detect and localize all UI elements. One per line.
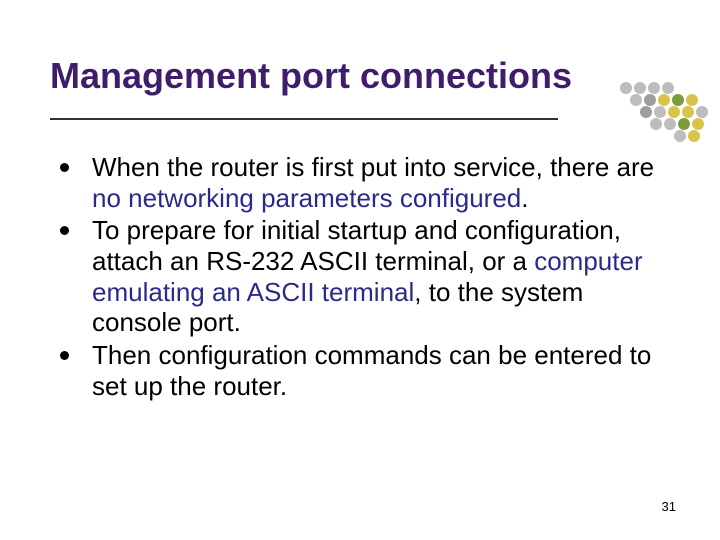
deco-dot [674, 130, 686, 142]
slide: Management port connections When the rou… [0, 0, 720, 540]
deco-dot [682, 106, 694, 118]
deco-dot [688, 130, 700, 142]
bullet-item: When the router is first put into servic… [56, 152, 660, 213]
deco-dot [672, 94, 684, 106]
title-underline [50, 118, 558, 120]
bullet-text-pre: When the router is first put into servic… [92, 152, 654, 182]
deco-dot [662, 82, 674, 94]
corner-decoration [610, 54, 700, 132]
slide-body: When the router is first put into servic… [50, 152, 670, 401]
deco-dot [630, 94, 642, 106]
deco-dot [648, 82, 660, 94]
bullet-item: Then configuration commands can be enter… [56, 340, 660, 401]
bullet-text-pre: Then configuration commands can be enter… [92, 340, 651, 401]
deco-dot [692, 118, 704, 130]
bullet-text-post: . [521, 183, 528, 213]
deco-dot [620, 82, 632, 94]
slide-title: Management port connections [50, 55, 670, 97]
deco-dot [678, 118, 690, 130]
deco-dot [650, 118, 662, 130]
deco-dot [696, 106, 708, 118]
bullet-list: When the router is first put into servic… [56, 152, 660, 401]
deco-dot [664, 118, 676, 130]
deco-dot [686, 94, 698, 106]
page-number: 31 [662, 499, 676, 514]
deco-dot [658, 94, 670, 106]
deco-dot [640, 106, 652, 118]
deco-dot [634, 82, 646, 94]
deco-dot [654, 106, 666, 118]
deco-dot [644, 94, 656, 106]
deco-dot [668, 106, 680, 118]
bullet-item: To prepare for initial startup and confi… [56, 215, 660, 338]
bullet-text-emph: no networking parameters configured [92, 183, 521, 213]
